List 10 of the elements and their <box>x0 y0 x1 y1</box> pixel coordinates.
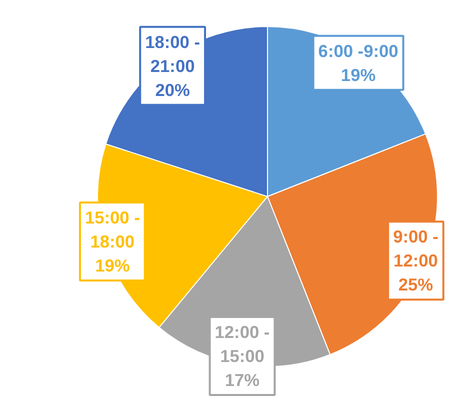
slice-label: 15:00 - 18:00 <box>84 208 140 252</box>
data-label: 17% <box>224 370 260 390</box>
slice-label: 6:00 -9:00 <box>318 40 398 61</box>
slice-label: 18:00 - 21:00 <box>145 32 200 76</box>
slice-label: 12:00 - 15:00 <box>214 322 270 366</box>
data-label: 19% <box>95 256 130 276</box>
data-label: 19% <box>340 64 376 85</box>
data-label: 20% <box>155 80 190 100</box>
slice-label: 9:00 - 12:00 <box>393 226 439 271</box>
data-label: 25% <box>398 274 434 295</box>
